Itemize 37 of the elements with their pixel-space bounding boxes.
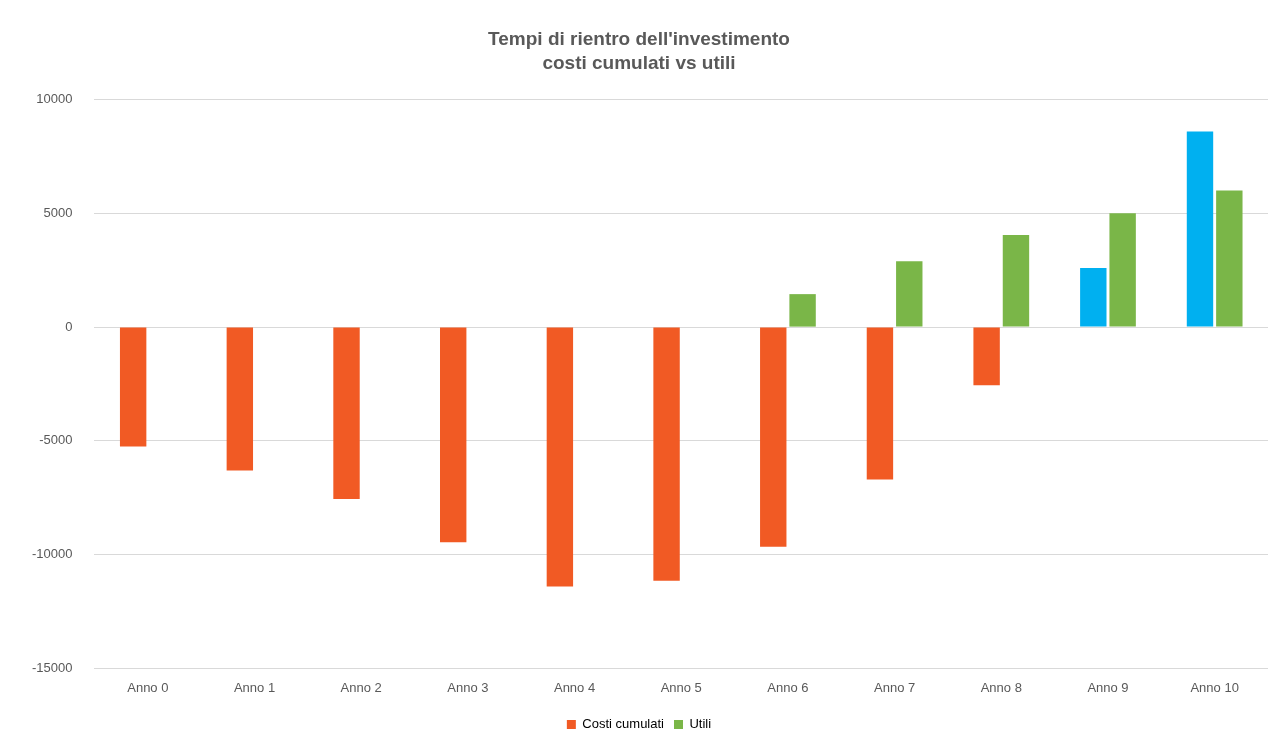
bar [653, 327, 680, 581]
y-tick-label: -10000 [31, 546, 73, 562]
chart-title: Tempi di rientro dell'investimento [488, 27, 790, 49]
bar [119, 327, 147, 447]
x-tick-label: Anno 7 [874, 679, 916, 695]
bar [440, 327, 467, 543]
bar [226, 327, 254, 471]
x-tick-label: Anno 2 [340, 679, 382, 695]
bar [546, 327, 574, 587]
bar [1080, 267, 1107, 327]
x-tick-label: Anno 3 [447, 679, 489, 695]
x-tick-label: Anno 9 [1087, 679, 1129, 695]
legend-label: Utili [689, 716, 712, 732]
bar [333, 327, 360, 499]
y-tick-label: -5000 [39, 432, 73, 448]
chart-subtitle: costi cumulati vs utili [542, 52, 736, 74]
bar [1002, 234, 1030, 327]
bar [973, 327, 1000, 386]
bar [760, 327, 787, 547]
bar [1186, 131, 1214, 327]
bar [1216, 190, 1243, 327]
y-tick-label: 0 [65, 318, 73, 334]
x-tick-label: Anno 4 [553, 679, 596, 695]
x-tick-label: Anno 5 [660, 679, 702, 695]
bar [866, 327, 894, 480]
legend-label: Costi cumulati [582, 716, 665, 732]
bar [789, 294, 816, 327]
x-tick-label: Anno 6 [767, 679, 809, 695]
x-tick-label: Anno 8 [980, 679, 1022, 695]
bar [896, 261, 923, 327]
bar [1109, 213, 1136, 327]
x-tick-label: Anno 0 [127, 679, 169, 695]
y-tick-label: -15000 [31, 659, 73, 675]
y-tick-label: 5000 [43, 204, 73, 220]
y-tick-label: 10000 [36, 91, 73, 107]
x-tick-label: Anno 10 [1190, 679, 1239, 695]
x-tick-label: Anno 1 [233, 679, 276, 695]
